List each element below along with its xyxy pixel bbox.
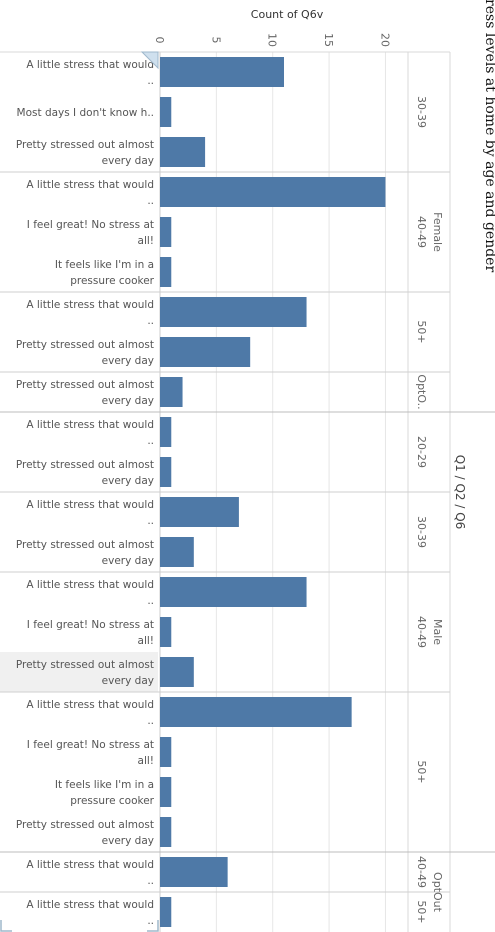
bar[interactable] bbox=[160, 57, 284, 87]
bar[interactable] bbox=[160, 217, 172, 247]
row-label: A little stress that would.. bbox=[26, 699, 154, 727]
pane-labels: 30-39 40-49 50+ OptO.. 20-29 30-39 40-49 50+ 40-… bbox=[415, 96, 444, 924]
bar[interactable] bbox=[160, 137, 206, 167]
row-label: A little stress that would.. bbox=[26, 859, 154, 887]
bar[interactable] bbox=[160, 457, 172, 487]
x-tick-label: 10 bbox=[266, 33, 279, 47]
row-labels: A little stress that would .. Most days I … bbox=[16, 59, 155, 927]
x-tick-label: 15 bbox=[322, 33, 335, 47]
age-label: 30-39 bbox=[415, 516, 428, 548]
bar[interactable] bbox=[160, 97, 172, 127]
corner-bracket bbox=[147, 920, 159, 932]
x-axis-title: Count of Q6v bbox=[251, 8, 324, 21]
gender-label: Male bbox=[431, 619, 444, 645]
x-tick-label: 0 bbox=[153, 37, 166, 44]
bar[interactable] bbox=[160, 417, 172, 447]
age-label: OptO.. bbox=[415, 374, 428, 409]
age-label: 50+ bbox=[415, 760, 428, 783]
chart-title: Stress levels at home by age and gender bbox=[482, 0, 495, 272]
gender-label: Female bbox=[431, 212, 444, 252]
x-tick-label: 5 bbox=[209, 37, 222, 44]
bar[interactable] bbox=[160, 697, 352, 727]
bar[interactable] bbox=[160, 337, 251, 367]
row-label: Pretty stressed out almost every day bbox=[16, 139, 154, 167]
age-label: 30-39 bbox=[415, 96, 428, 128]
bar[interactable] bbox=[160, 737, 172, 767]
bar[interactable] bbox=[160, 257, 172, 287]
age-label: 50+ bbox=[415, 320, 428, 343]
row-label: Pretty stressed out almost every day bbox=[16, 379, 154, 407]
row-separators bbox=[0, 171, 495, 893]
row-label: Pretty stressed out almost every day bbox=[16, 819, 154, 847]
row-label: A little stress that would.. bbox=[26, 299, 154, 327]
row-label: A little stress that would.. bbox=[26, 179, 154, 207]
bar[interactable] bbox=[160, 377, 183, 407]
bar[interactable] bbox=[160, 497, 239, 527]
row-highlight bbox=[0, 652, 158, 692]
age-label: 40-49 bbox=[415, 616, 428, 648]
row-label: I feel great! No stress at all! bbox=[27, 619, 154, 647]
row-label: Pretty stressed out almost every day bbox=[16, 459, 154, 487]
row-label: A little stress that would.. bbox=[26, 499, 154, 527]
row-label: Pretty stressed out almost every day bbox=[16, 659, 154, 687]
row-label: I feel great! No stress at all! bbox=[27, 219, 154, 247]
bar[interactable] bbox=[160, 617, 172, 647]
row-label: Pretty stressed out almost every day bbox=[16, 539, 154, 567]
bar[interactable] bbox=[160, 857, 228, 887]
row-label: A little stress that would.. bbox=[26, 419, 154, 447]
row-label: A little stress that would.. bbox=[26, 899, 154, 927]
row-label: Most days I don't know h.. bbox=[17, 107, 154, 119]
bar[interactable] bbox=[160, 657, 194, 687]
bar[interactable] bbox=[160, 777, 172, 807]
bar[interactable] bbox=[160, 817, 172, 847]
bar[interactable] bbox=[160, 177, 386, 207]
row-label: I feel great! No stress at all! bbox=[27, 739, 154, 767]
bar[interactable] bbox=[160, 577, 307, 607]
bar[interactable] bbox=[160, 297, 307, 327]
bar[interactable] bbox=[160, 897, 172, 927]
age-label: 40-49 bbox=[415, 856, 428, 888]
corner-bracket bbox=[0, 920, 12, 932]
age-label: 20-29 bbox=[415, 436, 428, 468]
row-label: A little stress that would.. bbox=[26, 59, 154, 87]
row-label: A little stress that would.. bbox=[26, 579, 154, 607]
x-axis-ticks: 0 5 10 15 20 bbox=[153, 33, 391, 47]
filter-label: Q1 / Q2 / Q6 bbox=[453, 455, 467, 530]
age-label: 50+ bbox=[415, 900, 428, 923]
row-label: It feels like I'm in a pressure cooker bbox=[55, 259, 155, 287]
row-label: Pretty stressed out almost every day bbox=[16, 339, 154, 367]
row-label: It feels like I'm in a pressure cooker bbox=[55, 779, 155, 807]
x-tick-label: 20 bbox=[378, 33, 391, 47]
corner-marker bbox=[140, 51, 159, 70]
age-label: 40-49 bbox=[415, 216, 428, 248]
gender-label: OptOut bbox=[431, 872, 444, 913]
bars bbox=[160, 57, 386, 927]
bar[interactable] bbox=[160, 537, 194, 567]
